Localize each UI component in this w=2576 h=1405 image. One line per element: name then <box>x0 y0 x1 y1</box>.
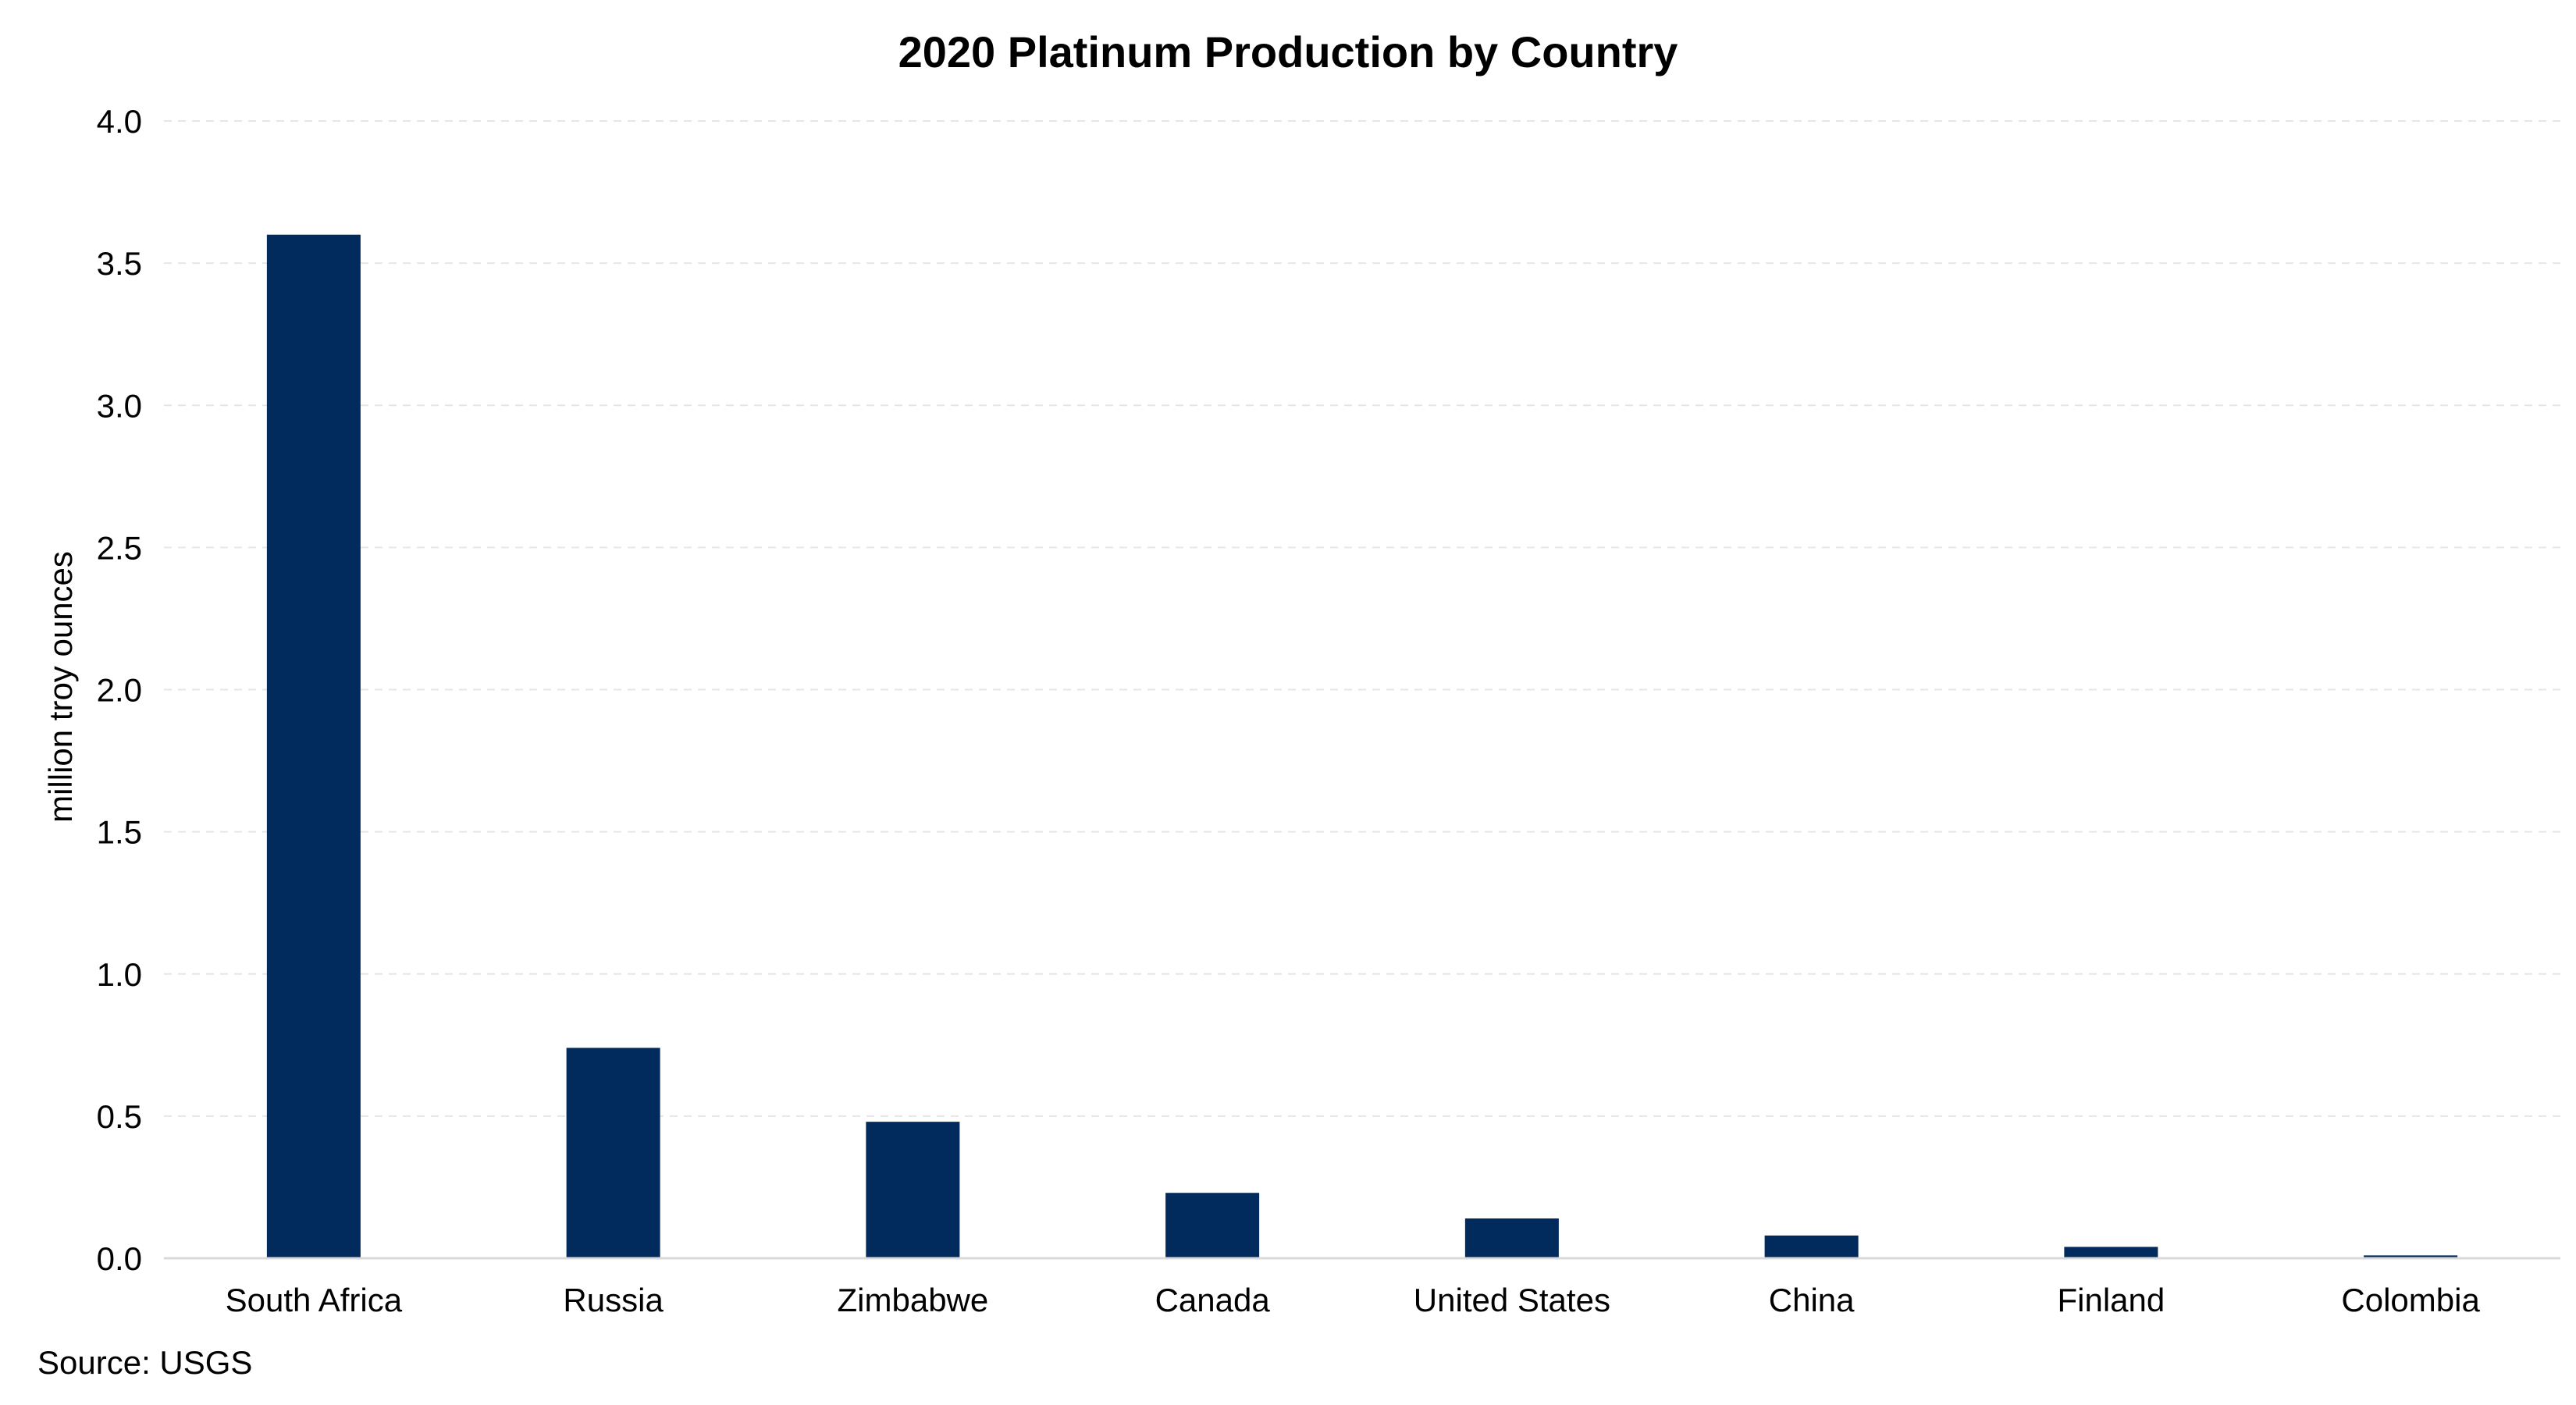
x-tick-label: Colombia <box>2341 1282 2480 1318</box>
x-tick-label: United States <box>1414 1282 1610 1318</box>
x-tick-label: South Africa <box>226 1282 403 1318</box>
bar-finland <box>2064 1247 2158 1258</box>
bar-united-states <box>1464 1218 1559 1258</box>
y-tick-label: 1.0 <box>97 956 142 993</box>
x-tick-labels: South Africa Russia Zimbabwe Canada United S… <box>226 1282 2481 1318</box>
chart-title: 2020 Platinum Production by Country <box>898 27 1678 76</box>
bar-russia <box>566 1048 660 1258</box>
bar-south-africa <box>266 234 361 1259</box>
y-axis-label: million troy ounces <box>42 551 79 823</box>
bar-canada <box>1165 1193 1260 1258</box>
y-tick-label: 2.5 <box>97 529 142 566</box>
x-tick-label: China <box>1769 1282 1855 1318</box>
bar-colombia <box>2364 1255 2458 1258</box>
y-tick-label: 1.5 <box>97 814 142 851</box>
x-tick-label: Zimbabwe <box>838 1282 989 1318</box>
y-tick-label: 4.0 <box>97 103 142 140</box>
y-tick-label: 0.5 <box>97 1098 142 1135</box>
y-tick-label: 0.0 <box>97 1240 142 1277</box>
y-tick-label: 3.5 <box>97 245 142 282</box>
x-tick-label: Russia <box>563 1282 664 1318</box>
bar-zimbabwe <box>866 1122 960 1258</box>
bar-china <box>1764 1235 1859 1258</box>
source-note: Source: USGS <box>37 1344 252 1381</box>
y-tick-labels: 0.0 0.5 1.0 1.5 2.0 2.5 3.0 3.5 4.0 <box>97 103 142 1277</box>
y-tick-label: 3.0 <box>97 387 142 424</box>
gridlines <box>164 120 2560 1117</box>
y-tick-label: 2.0 <box>97 672 142 709</box>
x-tick-label: Finland <box>2057 1282 2165 1318</box>
x-tick-label: Canada <box>1155 1282 1271 1318</box>
bars <box>266 234 2458 1259</box>
